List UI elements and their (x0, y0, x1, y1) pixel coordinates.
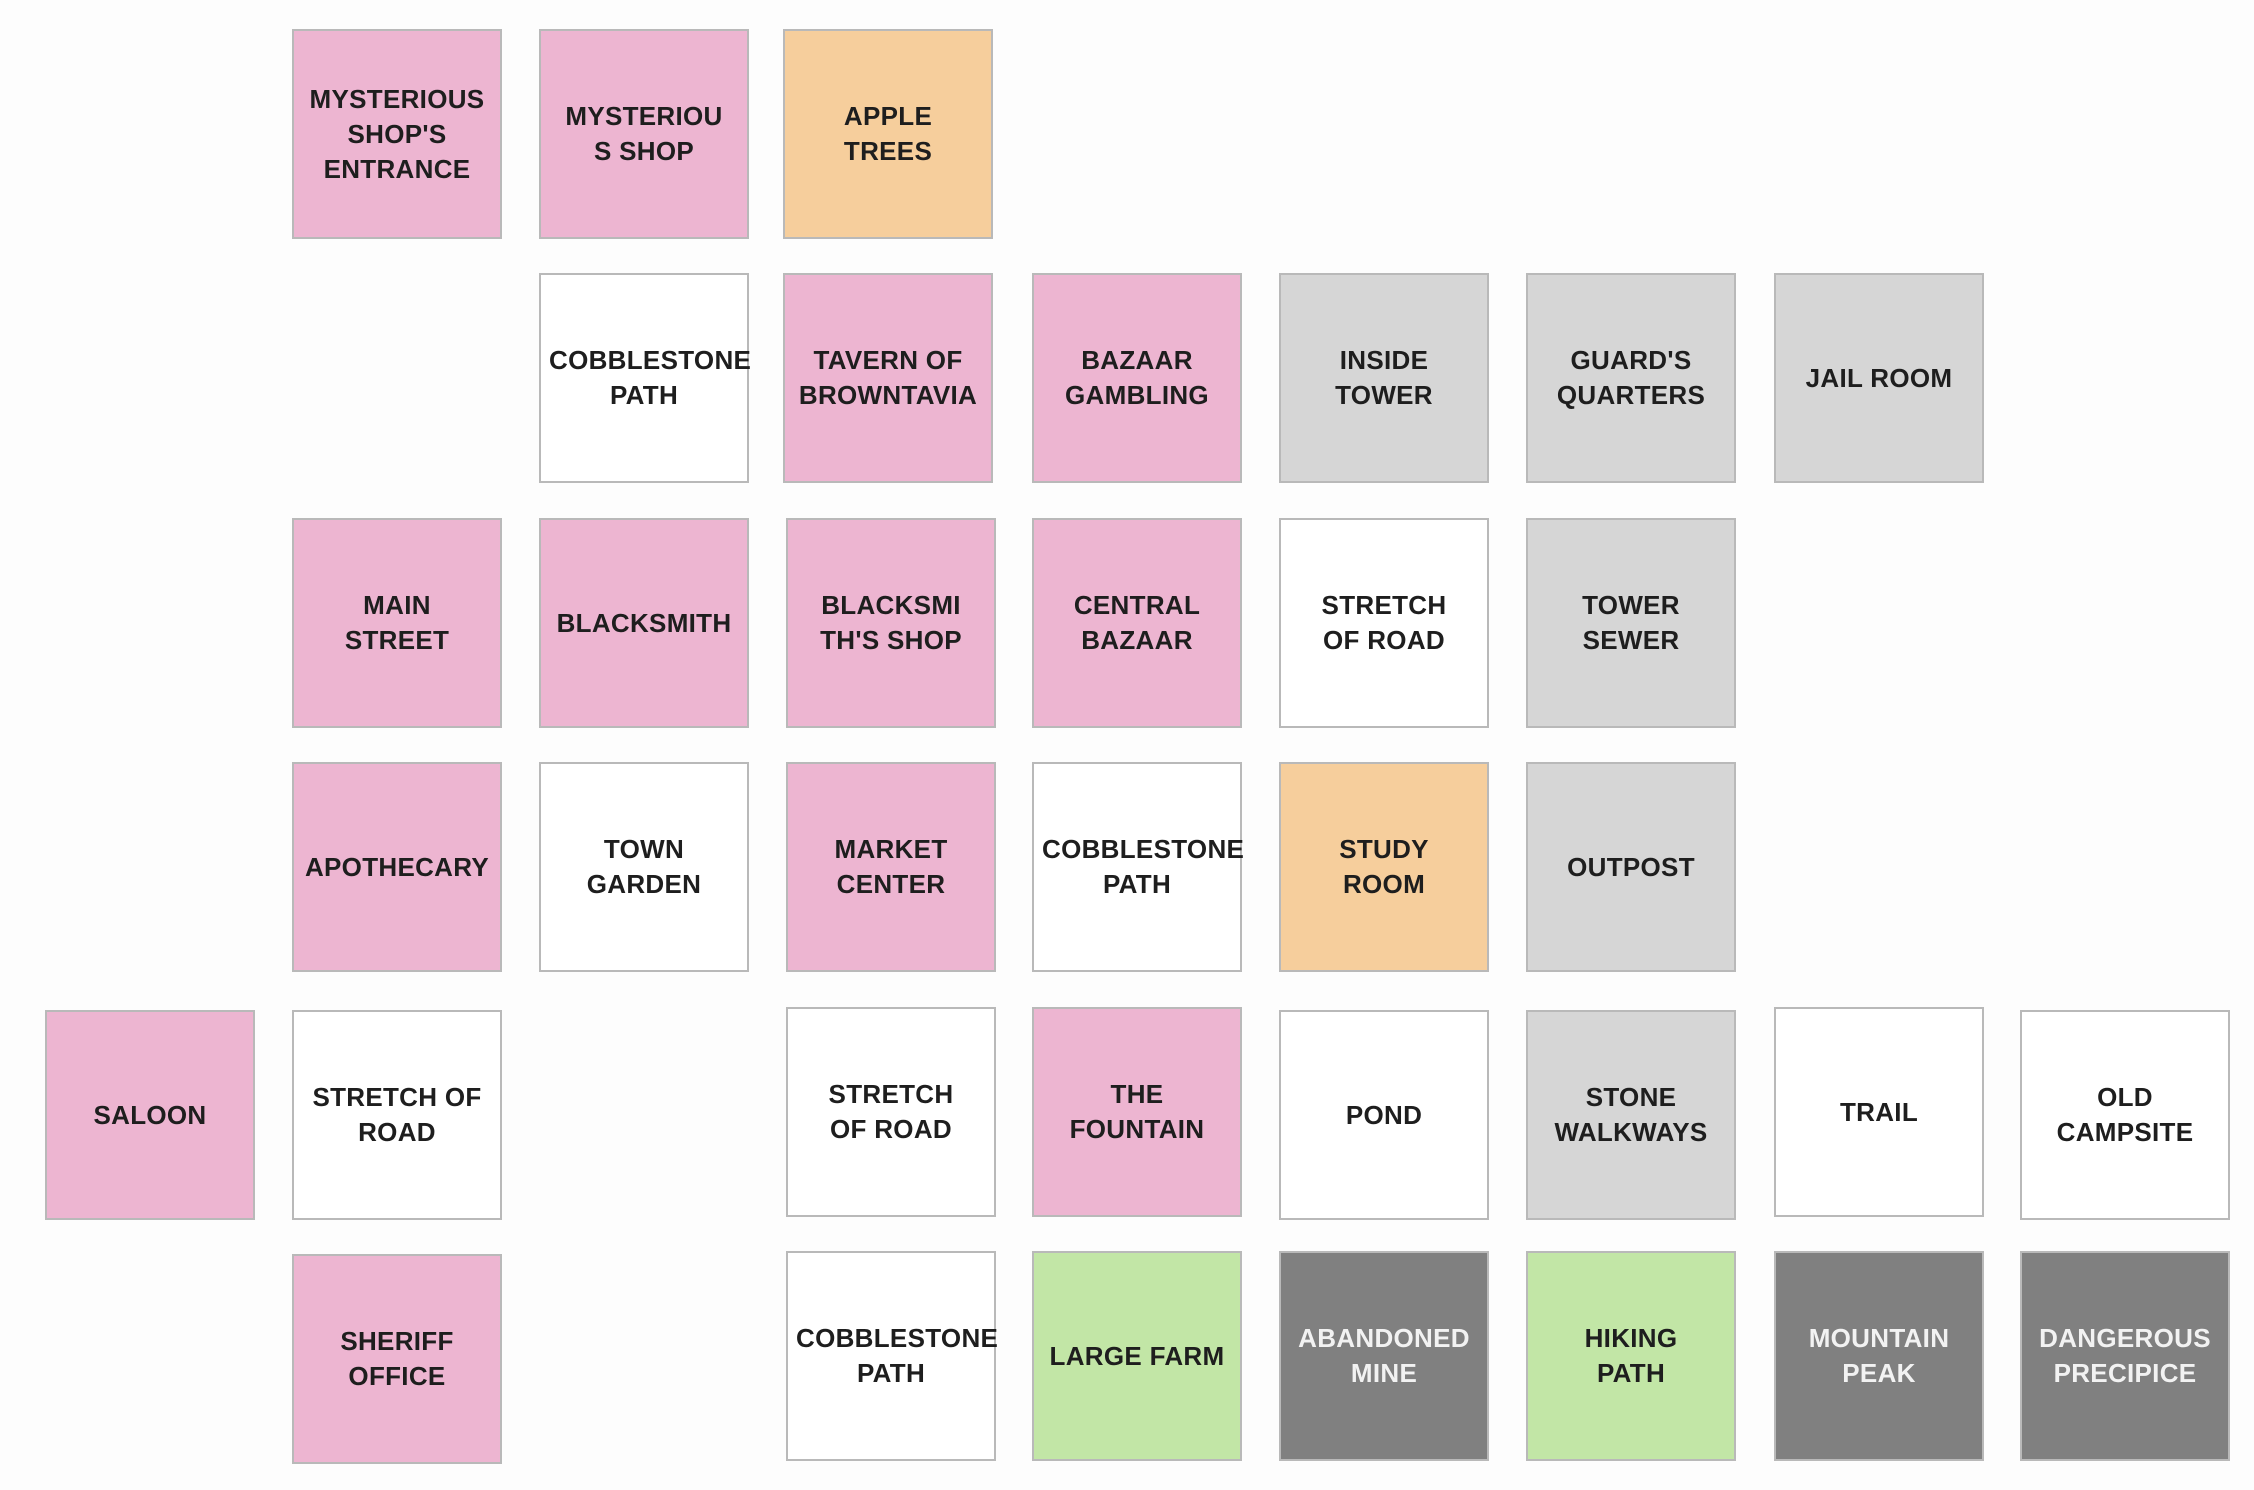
tile-study-room[interactable]: STUDY ROOM (1279, 762, 1489, 972)
tile-label: APOTHECARY (304, 851, 490, 882)
tile-label: MARKET CENTER (834, 834, 948, 899)
tile-label: ABANDONED MINE (1298, 1323, 1470, 1388)
tile-label: BLACKSMI TH'S SHOP (820, 590, 962, 655)
tile-the-fountain[interactable]: THE FOUNTAIN (1032, 1007, 1242, 1217)
tile-cobblestone-path[interactable]: COBBLESTONE PATH (539, 273, 752, 483)
tile-label: LARGE FARM (1049, 1340, 1225, 1371)
tile-dangerous-precipice[interactable]: DANGEROUS PRECIPICE (2020, 1251, 2230, 1461)
tile-label: OLD CAMPSITE (2056, 1082, 2194, 1147)
tile-abandoned-mine[interactable]: ABANDONED MINE (1279, 1251, 1489, 1461)
tile-apple-trees[interactable]: APPLE TREES (783, 29, 993, 239)
tile-inside-tower[interactable]: INSIDE TOWER (1279, 273, 1489, 483)
tile-tavern-of-browntavia[interactable]: TAVERN OF BROWNTAVIA (783, 273, 993, 483)
tile-mysterious-shop[interactable]: MYSTERIOU S SHOP (539, 29, 749, 239)
tile-label: OUTPOST (1567, 851, 1695, 882)
tile-stretch-of-road[interactable]: STRETCH OF ROAD (292, 1010, 502, 1220)
tile-guards-quarters[interactable]: GUARD'S QUARTERS (1526, 273, 1736, 483)
tile-label: MYSTERIOUS SHOP'S ENTRANCE (309, 83, 485, 184)
tile-apothecary[interactable]: APOTHECARY (292, 762, 502, 972)
tile-old-campsite[interactable]: OLD CAMPSITE (2020, 1010, 2230, 1220)
tile-blacksmiths-shop[interactable]: BLACKSMI TH'S SHOP (786, 518, 996, 728)
tile-label: BLACKSMITH (556, 607, 732, 638)
tile-jail-room[interactable]: JAIL ROOM (1774, 273, 1984, 483)
tile-label: INSIDE TOWER (1335, 345, 1433, 410)
tile-stone-walkways[interactable]: STONE WALKWAYS (1526, 1010, 1736, 1220)
tile-label: TOWN GARDEN (586, 834, 702, 899)
tile-label: APPLE TREES (843, 101, 933, 166)
tile-label: SHERIFF OFFICE (340, 1326, 454, 1391)
tile-label: GUARD'S QUARTERS (1556, 345, 1706, 410)
tile-label: TRAIL (1839, 1096, 1919, 1127)
tile-outpost[interactable]: OUTPOST (1526, 762, 1736, 972)
tile-label: THE FOUNTAIN (1069, 1079, 1205, 1144)
tile-label: TAVERN OF BROWNTAVIA (798, 345, 978, 410)
tile-label: MOUNTAIN PEAK (1808, 1323, 1950, 1388)
tile-label: TOWER SEWER (1582, 590, 1680, 655)
tile-cobblestone-path[interactable]: COBBLESTONE PATH (1032, 762, 1245, 972)
tile-market-center[interactable]: MARKET CENTER (786, 762, 996, 972)
tile-central-bazaar[interactable]: CENTRAL BAZAAR (1032, 518, 1242, 728)
tile-blacksmith[interactable]: BLACKSMITH (539, 518, 749, 728)
tile-town-garden[interactable]: TOWN GARDEN (539, 762, 749, 972)
tile-label: STONE WALKWAYS (1554, 1082, 1708, 1147)
tile-label: POND (1345, 1099, 1423, 1130)
tile-label: BAZAAR GAMBLING (1065, 345, 1209, 410)
tile-label: STRETCH OF ROAD (1321, 590, 1447, 655)
tile-label: COBBLESTONE PATH (796, 1323, 999, 1388)
tile-label: STRETCH OF ROAD (828, 1079, 954, 1144)
tile-label: MAIN STREET (344, 590, 450, 655)
tile-stretch-of-road[interactable]: STRETCH OF ROAD (786, 1007, 996, 1217)
tile-label: DANGEROUS PRECIPICE (2039, 1323, 2211, 1388)
tile-pond[interactable]: POND (1279, 1010, 1489, 1220)
tile-trail[interactable]: TRAIL (1774, 1007, 1984, 1217)
tile-label: STRETCH OF ROAD (312, 1082, 482, 1147)
tile-tower-sewer[interactable]: TOWER SEWER (1526, 518, 1736, 728)
tile-mysterious-shops-entrance[interactable]: MYSTERIOUS SHOP'S ENTRANCE (292, 29, 502, 239)
tile-label: MYSTERIOU S SHOP (565, 101, 723, 166)
tile-label: HIKING PATH (1584, 1323, 1678, 1388)
tile-mountain-peak[interactable]: MOUNTAIN PEAK (1774, 1251, 1984, 1461)
tile-label: JAIL ROOM (1805, 362, 1953, 393)
tile-label: CENTRAL BAZAAR (1073, 590, 1201, 655)
tile-hiking-path[interactable]: HIKING PATH (1526, 1251, 1736, 1461)
tile-cobblestone-path[interactable]: COBBLESTONE PATH (786, 1251, 999, 1461)
tile-label: STUDY ROOM (1339, 834, 1429, 899)
tile-label: SALOON (93, 1099, 207, 1130)
tile-label: COBBLESTONE PATH (1042, 834, 1245, 899)
tile-stretch-of-road[interactable]: STRETCH OF ROAD (1279, 518, 1489, 728)
tile-sheriff-office[interactable]: SHERIFF OFFICE (292, 1254, 502, 1464)
tile-bazaar-gambling[interactable]: BAZAAR GAMBLING (1032, 273, 1242, 483)
tile-main-street[interactable]: MAIN STREET (292, 518, 502, 728)
tile-label: COBBLESTONE PATH (549, 345, 752, 410)
tile-large-farm[interactable]: LARGE FARM (1032, 1251, 1242, 1461)
tile-saloon[interactable]: SALOON (45, 1010, 255, 1220)
